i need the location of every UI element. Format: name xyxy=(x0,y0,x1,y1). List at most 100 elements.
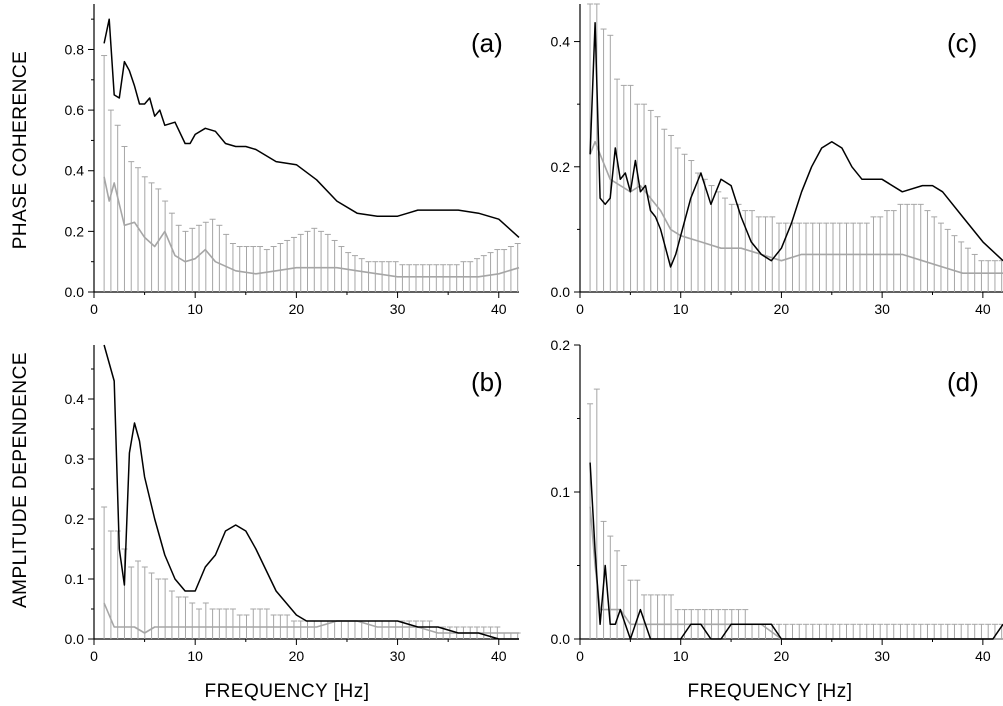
error-bar xyxy=(168,590,175,639)
error-bar xyxy=(803,623,810,639)
error-bar xyxy=(829,623,836,639)
error-bar xyxy=(715,191,722,292)
error-bar xyxy=(985,260,992,292)
error-bar xyxy=(501,249,508,292)
error-bar xyxy=(809,623,816,639)
x-tick-label: 20 xyxy=(289,301,305,317)
error-bar xyxy=(101,55,108,292)
surrogate-mean-line xyxy=(103,602,519,634)
error-bar xyxy=(331,239,338,292)
panel-c-observed-line xyxy=(589,22,1003,268)
error-bar xyxy=(910,623,917,639)
error-bar xyxy=(487,252,494,292)
error-bar xyxy=(412,620,419,639)
error-bar xyxy=(453,264,460,292)
y-tick-label: 0.6 xyxy=(65,102,85,118)
error-bar xyxy=(904,203,911,292)
error-bar xyxy=(951,623,958,639)
error-bar xyxy=(263,249,270,292)
panel-d-observed-line xyxy=(589,462,1003,640)
error-bar xyxy=(742,210,749,292)
error-bar xyxy=(338,620,345,639)
panel-c-ticks: 0 10 20 30 40 0.0 0.2 0.4 xyxy=(551,34,991,317)
error-bar xyxy=(379,620,386,639)
error-bar xyxy=(823,222,830,292)
error-bar xyxy=(620,84,627,292)
error-bar xyxy=(789,623,796,639)
error-bar xyxy=(816,222,823,292)
error-bar xyxy=(931,623,938,639)
error-bar xyxy=(338,246,345,292)
error-bar xyxy=(661,128,668,292)
error-bar xyxy=(474,258,481,292)
x-tick-label: 10 xyxy=(187,648,203,664)
error-bar xyxy=(843,623,850,639)
surrogate-mean-line xyxy=(589,506,1003,640)
error-bar xyxy=(440,264,447,292)
error-bar xyxy=(351,620,358,639)
panel-c-axes xyxy=(579,4,1003,293)
error-bar xyxy=(654,594,661,639)
error-bar xyxy=(978,623,985,639)
panel-b-ticks: 0 10 20 30 40 0.0 0.1 0.2 0.3 0.4 xyxy=(65,368,507,664)
error-bar xyxy=(647,594,654,639)
panel-c-label: (c) xyxy=(947,28,977,58)
error-bar xyxy=(856,623,863,639)
y-tick-label: 0.2 xyxy=(65,511,85,527)
panel-a: 0 10 20 30 40 0.0 0.2 0.4 0.6 0.8 (a) xyxy=(65,4,521,317)
observed-line xyxy=(103,344,519,640)
error-bar xyxy=(917,623,924,639)
error-bar xyxy=(924,210,931,292)
error-bar xyxy=(762,216,769,292)
error-bar xyxy=(634,103,641,292)
error-bar xyxy=(809,222,816,292)
y-tick-label: 0.2 xyxy=(65,223,85,239)
error-bar xyxy=(978,260,985,292)
error-bar xyxy=(297,233,304,292)
x-tick-label: 10 xyxy=(673,648,689,664)
error-bar xyxy=(216,608,223,639)
x-tick-label: 30 xyxy=(874,301,890,317)
panel-d-error-bars xyxy=(587,388,1003,639)
error-bar xyxy=(351,255,358,292)
error-bar xyxy=(722,197,729,292)
error-bar xyxy=(311,620,318,639)
panel-b-surrogate-line xyxy=(103,602,519,634)
error-bar xyxy=(998,260,1003,292)
error-bar xyxy=(202,602,209,639)
error-bar xyxy=(897,623,904,639)
y-tick-label: 0.1 xyxy=(551,484,571,500)
panel-a-label: (a) xyxy=(471,28,503,58)
error-bar xyxy=(501,632,508,639)
panel-d-surrogate-line xyxy=(589,506,1003,640)
error-bar xyxy=(856,222,863,292)
x-tick-label: 0 xyxy=(576,648,584,664)
error-bar xyxy=(331,620,338,639)
error-bar xyxy=(782,222,789,292)
panel-d-ticks: 0 10 20 30 40 0.0 0.1 0.2 xyxy=(551,337,991,664)
panel-c-surrogate-line xyxy=(589,140,1003,275)
error-bar xyxy=(607,34,614,292)
x-tick-label: 0 xyxy=(90,648,98,664)
error-bar xyxy=(202,221,209,292)
error-bar xyxy=(614,78,621,292)
panel-b: 0 10 20 30 40 0.0 0.1 0.2 0.3 0.4 (b) xyxy=(65,344,521,664)
error-bar xyxy=(121,145,128,292)
error-bar xyxy=(701,178,708,292)
panel-a-surrogate-line xyxy=(103,176,520,278)
error-bar xyxy=(796,222,803,292)
error-bar xyxy=(162,200,169,292)
error-bar xyxy=(904,623,911,639)
error-bar xyxy=(128,566,135,639)
y-tick-label: 0.0 xyxy=(551,284,571,300)
error-bar xyxy=(958,623,965,639)
error-bar xyxy=(863,623,870,639)
error-bar xyxy=(507,632,514,639)
error-bar xyxy=(647,109,654,292)
error-bar xyxy=(270,246,277,292)
error-bar xyxy=(654,116,661,292)
y-axis-title-top: PHASE COHERENCE xyxy=(10,51,31,250)
panel-b-observed-line xyxy=(103,344,519,640)
panel-a-axes xyxy=(93,4,519,293)
error-bar xyxy=(494,249,501,292)
